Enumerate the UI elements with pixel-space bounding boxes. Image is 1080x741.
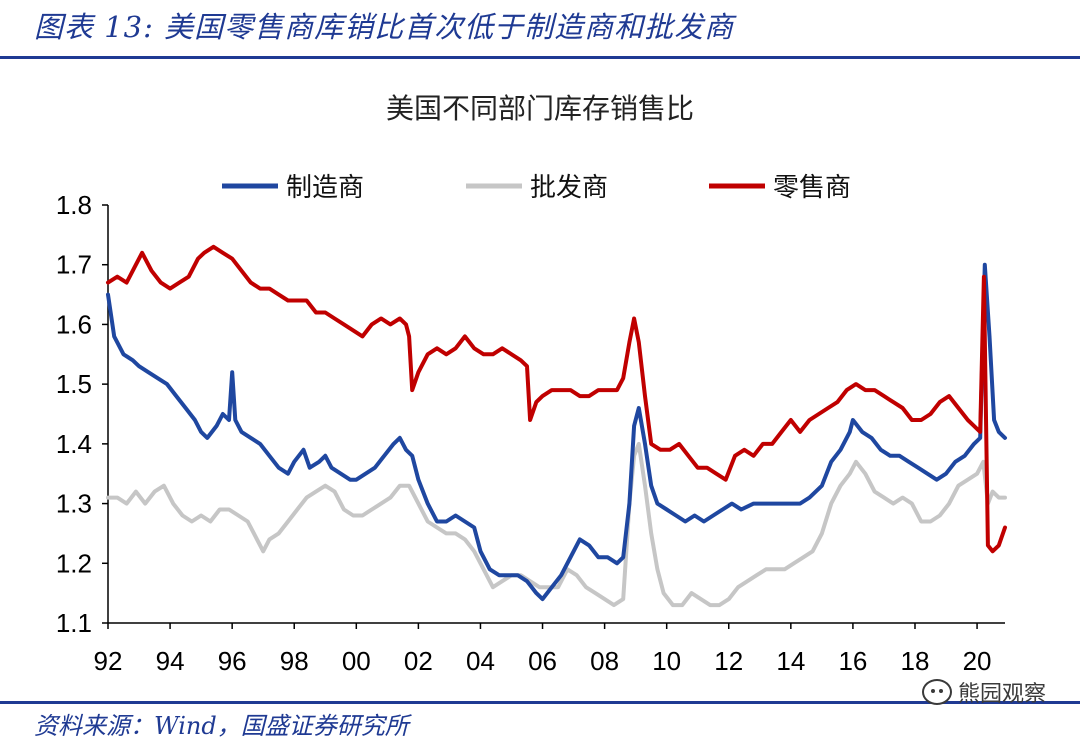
series-line-2 <box>106 244 1007 554</box>
x-tick-label: 98 <box>280 646 309 676</box>
x-tick-label: 00 <box>342 646 371 676</box>
chart-title: 美国不同部门库存销售比 <box>386 92 694 125</box>
x-tick-label: 14 <box>776 646 805 676</box>
y-tick-label: 1.5 <box>56 369 92 399</box>
x-tick-label: 92 <box>94 646 123 676</box>
y-tick-label: 1.6 <box>56 309 92 339</box>
x-tick-label: 10 <box>652 646 681 676</box>
chart-lines <box>106 244 1007 608</box>
y-tick-label: 1.3 <box>56 489 92 519</box>
legend-label: 零售商 <box>773 173 851 203</box>
line-chart: 美国不同部门库存销售比 制造商 批发商 零售商 1.1 1.2 1.3 1.4 1.5 1.6… <box>56 92 1007 676</box>
source-note: 资料来源：Wind，国盛证券研究所 <box>34 712 409 740</box>
y-tick-label: 1.4 <box>56 429 92 459</box>
x-tick-label: 12 <box>714 646 743 676</box>
x-tick-label: 18 <box>901 646 930 676</box>
x-tick-label: 16 <box>838 646 867 676</box>
x-tick-label: 06 <box>528 646 557 676</box>
y-tick-label: 1.1 <box>56 608 92 638</box>
series-line-0 <box>106 262 1007 602</box>
legend-label: 制造商 <box>286 173 364 203</box>
chart-legend: 制造商 批发商 零售商 <box>222 173 851 203</box>
title-divider <box>0 56 1080 59</box>
x-tick-label: 04 <box>466 646 495 676</box>
series-line-1 <box>106 441 1007 608</box>
y-tick-label: 1.7 <box>56 250 92 280</box>
x-tick-label: 94 <box>156 646 185 676</box>
y-tick-label: 1.2 <box>56 548 92 578</box>
x-tick-label: 20 <box>963 646 992 676</box>
watermark-label: 熊园观察 <box>957 682 1046 707</box>
legend-label: 批发商 <box>530 173 608 203</box>
x-tick-label: 08 <box>590 646 619 676</box>
x-tick-label: 96 <box>218 646 247 676</box>
chart-axes: 1.1 1.2 1.3 1.4 1.5 1.6 1.7 1.8 92 94 96 98 00 02 04 06… <box>56 190 1005 676</box>
footer-divider <box>0 701 1080 704</box>
wechat-icon <box>921 679 952 705</box>
y-tick-label: 1.8 <box>56 190 92 220</box>
figure-title: 图表 13: 美国零售商库销比首次低于制造商和批发商 <box>34 10 735 44</box>
watermark: 熊园观察 <box>921 676 1046 708</box>
x-tick-label: 02 <box>404 646 433 676</box>
